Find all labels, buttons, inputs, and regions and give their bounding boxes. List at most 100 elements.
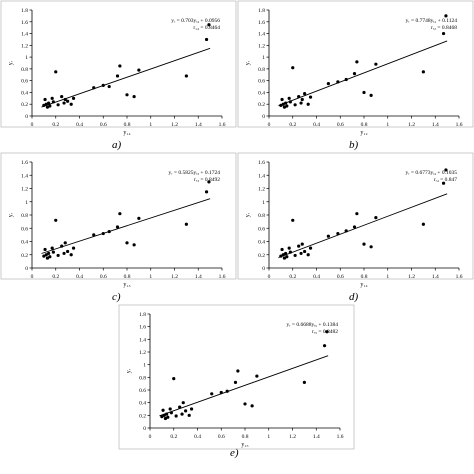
scatter-plot-b: 0 0.2 0.4 0.6 0.8 1 1.2 1.4 1.6 0 0.2 0.4 0.6 0.8 1 1.2… bbox=[237, 0, 474, 136]
data-point-b bbox=[288, 100, 292, 104]
x-tick-label-c: 0.8 bbox=[124, 274, 131, 280]
data-point-c bbox=[207, 180, 211, 184]
data-point-b bbox=[374, 62, 378, 66]
y-axis-label-d: yᵣ bbox=[245, 212, 251, 217]
data-point-e bbox=[189, 407, 194, 411]
x-tick-label-b: 1.2 bbox=[408, 122, 415, 128]
y-tick-label-b: 1 bbox=[262, 55, 265, 61]
data-point-d bbox=[421, 222, 425, 226]
y-tick-label-b: 1.4 bbox=[258, 32, 265, 38]
equation-label-d: yᵣ = 0.6773yᵢ₄ + 0.1035 bbox=[405, 170, 457, 176]
panel-caption-a: a) bbox=[112, 139, 122, 151]
data-point-d bbox=[336, 231, 340, 236]
y-tick-label-a: 0.8 bbox=[21, 67, 28, 73]
y-tick-label-b: 0.6 bbox=[258, 79, 265, 85]
data-point-a bbox=[56, 103, 60, 107]
y-tick-label-a: 1.4 bbox=[21, 32, 28, 38]
data-point-d bbox=[444, 168, 448, 172]
data-point-d bbox=[355, 212, 359, 216]
data-point-b bbox=[299, 101, 303, 105]
data-point-c bbox=[137, 216, 141, 220]
scatter-plot-e: 0 0.2 0.4 0.6 0.8 1 1.2 1.4 1.6 0 0.2 0.4 0.6 0.8 1 1.2… bbox=[118, 304, 355, 450]
x-tick-label-c: 0 bbox=[31, 274, 34, 280]
data-point-d bbox=[303, 249, 307, 254]
data-point-c bbox=[92, 233, 96, 237]
chart-panel-e: 0 0.2 0.4 0.6 0.8 1 1.2 1.4 1.6 0 0.2 0.4 0.6 0.8 1 1.2… bbox=[118, 304, 355, 474]
data-point-c bbox=[56, 253, 60, 258]
data-point-d bbox=[297, 244, 301, 248]
x-tick-label-e: 0.6 bbox=[218, 434, 225, 440]
data-point-a bbox=[137, 68, 141, 72]
equation-label-a: yᵣ = 0.703yᵢ₄ + 0.0956 bbox=[171, 18, 220, 24]
data-point-b bbox=[300, 97, 304, 102]
data-point-e bbox=[250, 404, 254, 408]
x-tick-label-c: 0.6 bbox=[100, 274, 107, 280]
data-point-c bbox=[54, 218, 58, 222]
data-point-b bbox=[280, 97, 284, 102]
data-point-e bbox=[172, 377, 176, 381]
data-point-a bbox=[101, 83, 105, 87]
x-axis-label-b: y₁₂ bbox=[360, 130, 367, 136]
data-point-d bbox=[285, 255, 289, 259]
y-tick-label-d: 1.4 bbox=[258, 173, 265, 179]
y-tick-label-b: 0.8 bbox=[258, 67, 265, 73]
data-point-b bbox=[303, 92, 307, 96]
data-point-b bbox=[421, 70, 425, 74]
y-tick-label-e: 1.8 bbox=[139, 312, 146, 318]
x-tick-label-d: 1.6 bbox=[456, 274, 463, 280]
data-point-a bbox=[204, 37, 209, 42]
x-tick-label-a: 1.6 bbox=[219, 122, 226, 128]
y-axis-label-a: yᵣ bbox=[8, 60, 14, 65]
data-point-e bbox=[243, 402, 247, 406]
x-tick-label-d: 0 bbox=[268, 274, 271, 280]
data-point-c bbox=[66, 249, 70, 254]
panel-caption-d: d) bbox=[349, 291, 359, 303]
data-point-e bbox=[187, 413, 191, 417]
x-tick-label-a: 1.2 bbox=[171, 122, 178, 128]
y-tick-label-a: 1 bbox=[25, 55, 28, 61]
y-tick-label-b: 0.4 bbox=[258, 90, 265, 96]
x-tick-label-b: 1.4 bbox=[432, 122, 439, 128]
trend-line-e bbox=[159, 355, 329, 417]
data-point-c bbox=[132, 243, 136, 247]
data-point-d bbox=[374, 216, 378, 220]
chart-frame-c bbox=[0, 152, 237, 280]
data-point-e bbox=[169, 411, 173, 415]
data-point-e bbox=[236, 369, 240, 373]
data-point-c bbox=[47, 251, 51, 256]
data-point-e bbox=[163, 416, 168, 421]
x-tick-label-d: 1.4 bbox=[432, 274, 439, 280]
trend-line-c bbox=[41, 198, 211, 254]
data-point-a bbox=[118, 64, 122, 68]
data-point-c bbox=[71, 246, 76, 250]
y-tick-label-a: 1.6 bbox=[21, 20, 28, 26]
data-point-b bbox=[308, 95, 313, 99]
data-point-a bbox=[62, 101, 66, 105]
y-tick-label-c: 1 bbox=[25, 200, 28, 206]
data-point-b bbox=[284, 101, 288, 105]
x-tick-label-e: 1 bbox=[267, 434, 270, 440]
data-point-e bbox=[174, 414, 178, 418]
y-tick-label-e: 1.2 bbox=[139, 350, 146, 356]
data-point-b bbox=[287, 96, 291, 100]
x-tick-label-d: 1.2 bbox=[408, 274, 415, 280]
y-tick-label-c: 0.4 bbox=[21, 240, 28, 246]
data-point-c bbox=[184, 222, 188, 226]
trend-line-d bbox=[278, 193, 448, 258]
trend-line-a bbox=[41, 47, 211, 108]
data-point-e bbox=[219, 390, 223, 395]
x-tick-label-d: 0.8 bbox=[361, 274, 368, 280]
chart-panel-d: 0 0.2 0.4 0.6 0.8 1 1.2 1.4 1.6 0 0.2 0.4 0.6 0.8 1 1.2… bbox=[237, 152, 474, 304]
data-point-b bbox=[285, 104, 289, 108]
data-point-a bbox=[107, 84, 111, 89]
correlation-label-d: rᵣ₄ = 0.847 bbox=[434, 177, 457, 183]
data-point-e bbox=[322, 344, 327, 348]
scatter-plot-a: 0 0.2 0.4 0.6 0.8 1 1.2 1.4 1.6 0 0.2 0.4 0.6 0.8 1 1.2… bbox=[0, 0, 237, 136]
data-point-b bbox=[444, 14, 448, 18]
y-tick-label-c: 1.4 bbox=[21, 173, 28, 179]
data-point-a bbox=[125, 93, 129, 97]
data-point-c bbox=[45, 256, 50, 260]
data-point-b bbox=[344, 77, 348, 82]
scatter-plot-d: 0 0.2 0.4 0.6 0.8 1 1.2 1.4 1.6 0 0.2 0.4 0.6 0.8 1 1.2… bbox=[237, 152, 474, 288]
x-tick-label-a: 0.2 bbox=[52, 122, 59, 128]
